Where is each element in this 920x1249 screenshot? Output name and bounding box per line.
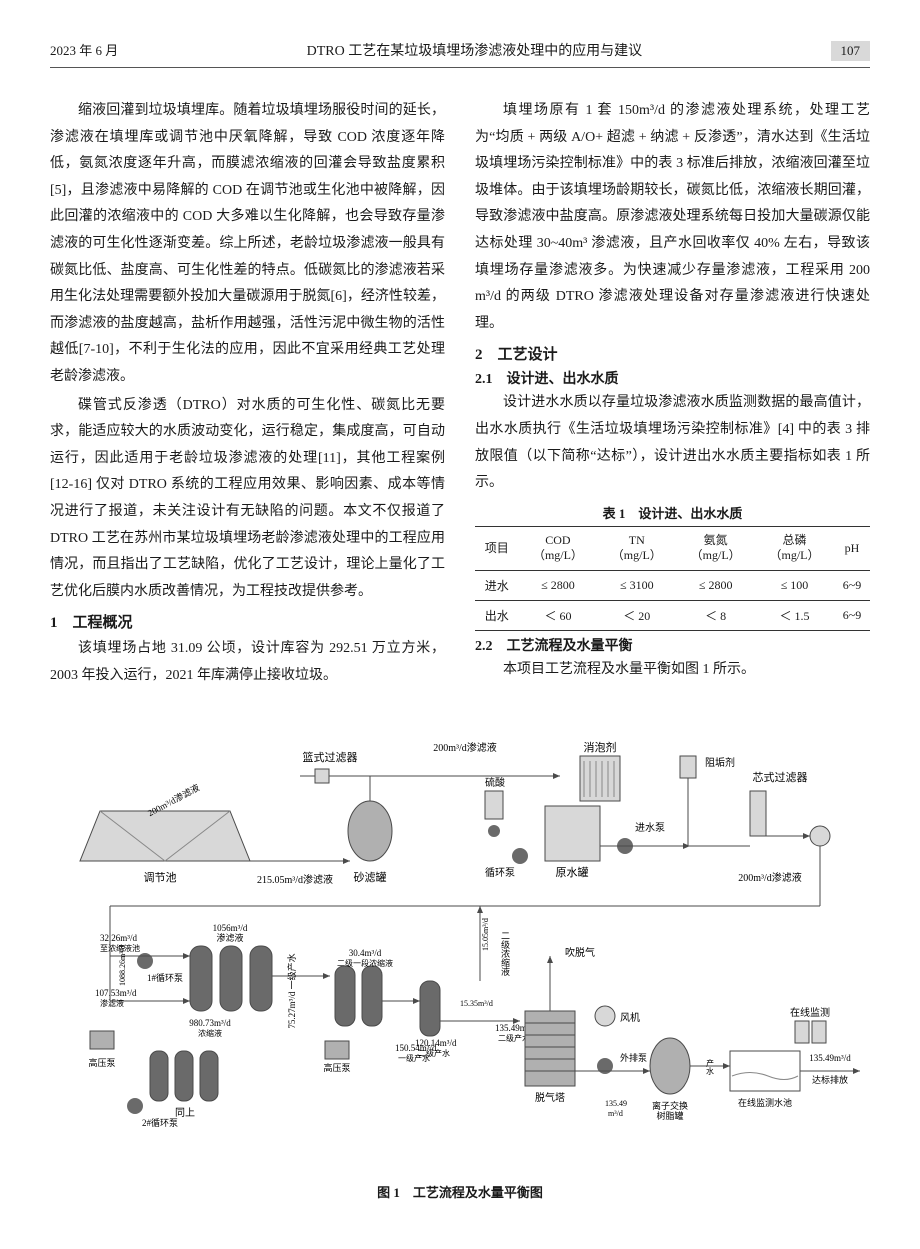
th-1: COD（mg/L） [519, 526, 598, 570]
section-2-2-heading: 2.2 工艺流程及水量平衡 [475, 635, 870, 655]
svg-text:产水: 产水 [706, 1059, 715, 1076]
section-2-heading: 2 工艺设计 [475, 343, 870, 364]
svg-text:m³/d: m³/d [608, 1109, 623, 1118]
page-header: 2023 年 6 月 DTRO 工艺在某垃圾填埋场渗滤液处理中的应用与建议 10… [50, 40, 870, 68]
right-column: 填埋场原有 1 套 150m³/d 的渗滤液处理系统，处理工艺为“均质 + 两级… [475, 98, 870, 691]
basket-filter-icon [315, 769, 329, 783]
dtro-stage2 [335, 966, 382, 1026]
svg-text:135.49: 135.49 [605, 1099, 627, 1108]
left-column: 缩液回灌到垃圾填埋库。随着垃圾填埋场服役时间的延长，渗滤液在填埋库或调节池中厌氧… [50, 98, 445, 691]
svg-text:1#循环泵: 1#循环泵 [147, 972, 183, 983]
svg-text:篮式过滤器: 篮式过滤器 [303, 750, 358, 764]
svg-text:二级一段浓缩液: 二级一段浓缩液 [337, 958, 393, 968]
svg-text:循环泵: 循环泵 [485, 866, 515, 879]
svg-text:215.05m³/d渗滤液: 215.05m³/d渗滤液 [257, 873, 333, 886]
acid-pump-icon [488, 825, 500, 837]
header-page: 107 [831, 41, 871, 61]
section-2-1-heading: 2.1 设计进、出水水质 [475, 368, 870, 388]
table1-header-row: 项目 COD（mg/L） TN（mg/L） 氨氮（mg/L） 总磷（mg/L） … [475, 526, 870, 570]
discharge-pump-icon [597, 1058, 613, 1074]
para-l2: 碟管式反渗透（DTRO）对水质的可生化性、碳氮比无要求，能适应较大的水质波动变化… [50, 393, 445, 606]
svg-text:32.26m³/d: 32.26m³/d [100, 933, 137, 943]
svg-text:风机: 风机 [620, 1011, 640, 1024]
th-4: 总磷（mg/L） [755, 526, 834, 570]
cartridge-filter [750, 791, 766, 836]
svg-text:200m³/d渗滤液: 200m³/d渗滤液 [433, 741, 497, 754]
svg-text:15.05m³/d: 15.05m³/d [481, 919, 490, 952]
figure-1: 200m³/d渗滤液 调节池 215.05m³/d渗滤液 砂滤罐 篮式过滤器 2… [50, 711, 870, 1201]
svg-text:达标排放: 达标排放 [812, 1074, 848, 1085]
header-title: DTRO 工艺在某垃圾填埋场渗滤液处理中的应用与建议 [118, 40, 830, 60]
circ-pump-2 [127, 1098, 143, 1114]
svg-text:1056m³/d: 1056m³/d [213, 923, 248, 933]
svg-text:在线监测水池: 在线监测水池 [738, 1097, 792, 1108]
svg-text:2#循环泵: 2#循环泵 [142, 1117, 178, 1128]
th-2: TN（mg/L） [597, 526, 676, 570]
para-r1: 填埋场原有 1 套 150m³/d 的渗滤液处理系统，处理工艺为“均质 + 两级… [475, 98, 870, 337]
monitor-pool [730, 1051, 800, 1091]
svg-text:二级产水: 二级产水 [418, 1048, 450, 1058]
svg-text:渗滤液: 渗滤液 [100, 998, 124, 1008]
hp-pump-1 [90, 1031, 114, 1049]
svg-text:1088.26m³/d: 1088.26m³/d [118, 946, 127, 987]
table1: 项目 COD（mg/L） TN（mg/L） 氨氮（mg/L） 总磷（mg/L） … [475, 526, 870, 631]
section-2-2-para: 本项目工艺流程及水量平衡如图 1 所示。 [475, 657, 870, 684]
para-l1: 缩液回灌到垃圾填埋库。随着垃圾填埋场服役时间的延长，渗滤液在填埋库或调节池中厌氧… [50, 98, 445, 391]
th-3: 氨氮（mg/L） [676, 526, 755, 570]
table-row: 进水 ≤ 2800 ≤ 3100 ≤ 2800 ≤ 100 6~9 [475, 570, 870, 600]
figure-1-svg: 200m³/d渗滤液 调节池 215.05m³/d渗滤液 砂滤罐 篮式过滤器 2… [50, 711, 870, 1171]
ion-exchange-tank [650, 1038, 690, 1094]
svg-text:离子交换: 离子交换 [652, 1100, 688, 1111]
svg-text:外排泵: 外排泵 [620, 1052, 647, 1063]
figure-1-caption: 图 1 工艺流程及水量平衡图 [50, 1182, 870, 1201]
svg-text:200m³/d渗滤液: 200m³/d渗滤液 [738, 871, 802, 884]
svg-text:吹脱气: 吹脱气 [565, 946, 595, 959]
svg-text:120.14m³/d: 120.14m³/d [415, 1038, 457, 1048]
raw-water-tank [545, 806, 600, 861]
svg-text:135.49m³/d: 135.49m³/d [809, 1053, 851, 1063]
degassing-tower [525, 1011, 575, 1086]
sand-filter [348, 801, 392, 861]
svg-text:15.35m³/d: 15.35m³/d [460, 999, 493, 1008]
svg-text:芯式过滤器: 芯式过滤器 [753, 770, 808, 784]
header-date: 2023 年 6 月 [50, 40, 118, 59]
svg-text:980.73m³/d: 980.73m³/d [189, 1018, 231, 1028]
body-columns: 缩液回灌到垃圾填埋库。随着垃圾填埋场服役时间的延长，渗滤液在填埋库或调节池中厌氧… [50, 98, 870, 691]
fan-icon [595, 1006, 615, 1026]
svg-text:浓缩液: 浓缩液 [198, 1028, 222, 1038]
circ-pump-1 [137, 953, 153, 969]
svg-text:30.4m³/d: 30.4m³/d [349, 948, 382, 958]
svg-text:硫酸: 硫酸 [485, 776, 505, 789]
section-1-para: 该填埋场占地 31.09 公顷，设计库容为 292.51 万立方米，2003 年… [50, 636, 445, 689]
th-0: 项目 [475, 526, 519, 570]
svg-text:脱气塔: 脱气塔 [535, 1091, 565, 1104]
svg-text:原水罐: 原水罐 [556, 866, 589, 879]
svg-text:高压泵: 高压泵 [88, 1057, 115, 1068]
section-1-heading: 1 工程概况 [50, 611, 445, 632]
svg-text:砂滤罐: 砂滤罐 [354, 871, 387, 884]
svg-text:107.53m³/d: 107.53m³/d [95, 988, 137, 998]
svg-text:消泡剂: 消泡剂 [584, 740, 617, 754]
dtro-module-2 [150, 1051, 218, 1101]
antiscalant-icon [680, 756, 696, 778]
svg-text:阻垢剂: 阻垢剂 [705, 756, 735, 769]
th-5: pH [834, 526, 870, 570]
svg-text:高压泵: 高压泵 [323, 1062, 350, 1073]
table1-caption: 表 1 设计进、出水水质 [475, 503, 870, 522]
dtro-module-1 [190, 946, 272, 1011]
hp-pump-2 [325, 1041, 349, 1059]
dtro-stage2b [420, 981, 440, 1036]
svg-text:进水泵: 进水泵 [635, 822, 665, 834]
svg-text:二级浓缩液: 二级浓缩液 [500, 931, 510, 977]
svg-text:树脂罐: 树脂罐 [656, 1110, 683, 1121]
section-2-1-para: 设计进水水质以存量垃圾渗滤液水质监测数据的最高值计，出水水质执行《生活垃圾填埋场… [475, 390, 870, 496]
svg-text:调节池: 调节池 [144, 871, 177, 884]
circ-pump-icon [512, 848, 528, 864]
adjust-basin [80, 811, 250, 861]
svg-text:75.27m³/d 一级产水: 75.27m³/d 一级产水 [286, 954, 297, 1029]
svg-text:渗滤液: 渗滤液 [216, 932, 243, 943]
table-row: 出水 ＜ 60 ＜ 20 ＜ 8 ＜ 1.5 6~9 [475, 600, 870, 630]
svg-text:在线监测: 在线监测 [790, 1006, 830, 1019]
acid-dispenser [485, 791, 503, 819]
